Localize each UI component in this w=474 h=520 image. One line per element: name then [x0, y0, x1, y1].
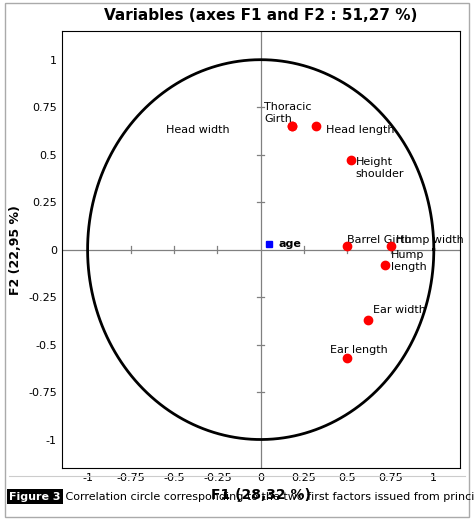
- Text: Head length: Head length: [327, 125, 395, 135]
- Y-axis label: F2 (22,95 %): F2 (22,95 %): [9, 205, 22, 294]
- Title: Variables (axes F1 and F2 : 51,27 %): Variables (axes F1 and F2 : 51,27 %): [104, 8, 418, 23]
- Text: Ear length: Ear length: [330, 345, 388, 355]
- Text: Correlation circle corresponding to the two first factors issued from principal: Correlation circle corresponding to the …: [62, 491, 474, 502]
- X-axis label: F1 (28,32 %): F1 (28,32 %): [211, 488, 310, 502]
- Text: Thoracic
Girth: Thoracic Girth: [264, 102, 312, 124]
- Text: Height
shoulder: Height shoulder: [356, 157, 404, 179]
- Text: Hump
length: Hump length: [391, 250, 426, 272]
- Text: age: age: [278, 239, 301, 249]
- Text: Head width: Head width: [166, 125, 229, 135]
- Text: Figure 3: Figure 3: [9, 491, 61, 502]
- Text: Hump width: Hump width: [396, 235, 464, 245]
- Text: Ear width: Ear width: [373, 305, 426, 315]
- Text: Barrel Girth: Barrel Girth: [347, 235, 412, 245]
